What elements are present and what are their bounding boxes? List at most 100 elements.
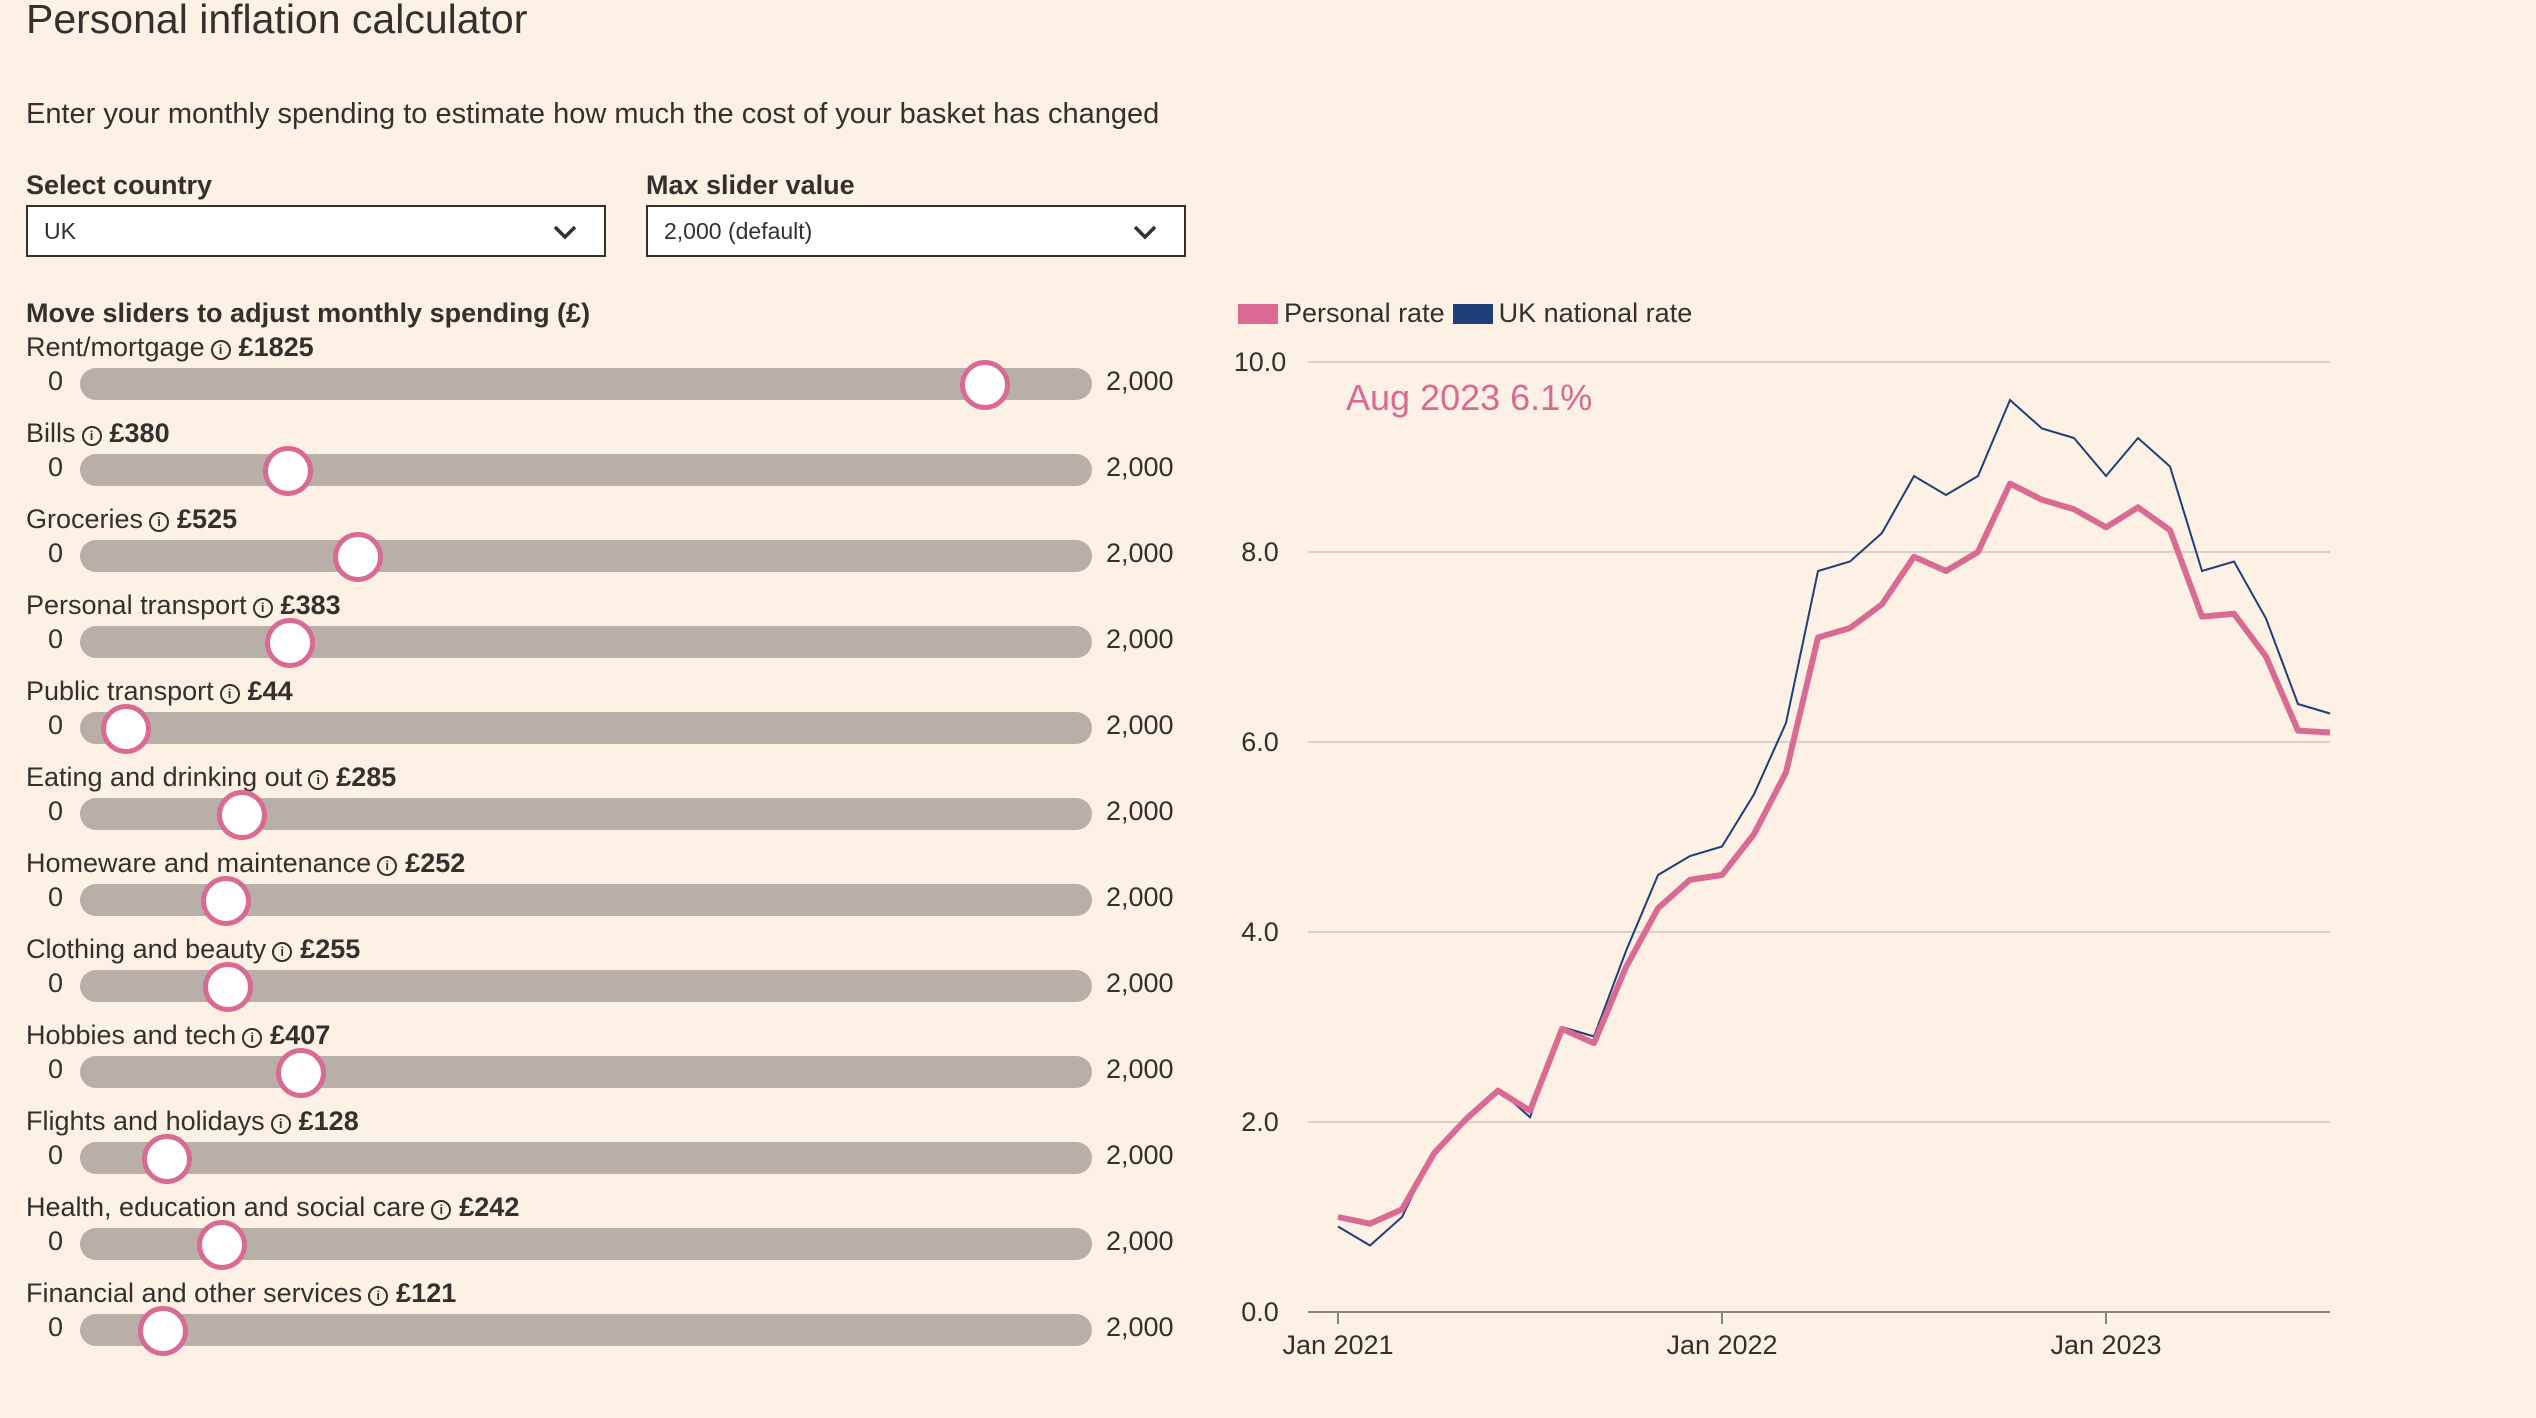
slider-thumb[interactable]	[263, 446, 314, 496]
slider-min-label: 0	[48, 538, 64, 568]
country-select-value: UK	[44, 217, 76, 244]
legend-swatch-personal	[1238, 303, 1278, 324]
slider-thumb[interactable]	[959, 360, 1010, 410]
info-icon[interactable]: i	[252, 598, 273, 618]
info-icon[interactable]: i	[368, 1286, 389, 1306]
slider-thumb[interactable]	[276, 1048, 327, 1098]
slider-row: Health, education and social care i £242 0…	[0, 1192, 1200, 1278]
chevron-down-icon	[1133, 225, 1157, 240]
slider-min-label: 0	[48, 452, 64, 482]
info-icon[interactable]: i	[377, 856, 398, 876]
slider-min-label: 0	[48, 1312, 64, 1342]
info-icon[interactable]: i	[270, 1114, 291, 1134]
x-tick-label: Jan 2023	[2050, 1330, 2161, 1360]
slider-amount: £255	[300, 934, 361, 964]
slider-label: Health, education and social care i £242	[26, 1192, 519, 1223]
info-icon[interactable]: i	[272, 942, 293, 962]
x-tick-label: Jan 2022	[1666, 1330, 1777, 1360]
slider-track[interactable]	[80, 1134, 1092, 1184]
slider-track[interactable]	[80, 446, 1092, 496]
slider-name: Eating and drinking out	[26, 762, 303, 792]
legend-item-personal: Personal rate	[1238, 298, 1445, 329]
slider-name: Homeware and maintenance	[26, 848, 372, 878]
series-line-personal	[1337, 480, 2331, 1227]
slider-row: Hobbies and tech i £407 0 2,000	[0, 1020, 1200, 1106]
slider-amount: £285	[336, 762, 397, 792]
country-select[interactable]: UK	[26, 205, 606, 257]
country-select-label: Select country	[26, 170, 213, 200]
slider-label: Personal transport i £383	[26, 590, 341, 621]
slider-track[interactable]	[80, 1048, 1092, 1098]
slider-min-label: 0	[48, 1226, 64, 1256]
slider-label: Flights and holidays i £128	[26, 1106, 359, 1137]
slider-track[interactable]	[80, 360, 1092, 410]
slider-min-label: 0	[48, 882, 64, 912]
slider-max-label: 2,000	[1106, 366, 1174, 396]
slider-max-label: 2,000	[1106, 538, 1174, 568]
y-tick-label: 2.0	[1241, 1107, 1279, 1137]
slider-min-label: 0	[48, 710, 64, 740]
slider-track[interactable]	[80, 618, 1092, 668]
slider-track[interactable]	[80, 790, 1092, 840]
slider-amount: £380	[109, 418, 170, 448]
slider-track[interactable]	[80, 704, 1092, 754]
slider-min-label: 0	[48, 1054, 64, 1084]
slider-thumb[interactable]	[138, 1306, 189, 1356]
max-slider-select[interactable]: 2,000 (default)	[646, 205, 1186, 257]
slider-amount: £1825	[238, 332, 314, 362]
slider-thumb[interactable]	[217, 790, 268, 840]
slider-min-label: 0	[48, 968, 64, 998]
slider-row: Clothing and beauty i £255 0 2,000	[0, 934, 1200, 1020]
slider-track[interactable]	[80, 1220, 1092, 1270]
slider-max-label: 2,000	[1106, 968, 1174, 998]
y-tick-label: 6.0	[1241, 727, 1279, 757]
slider-track[interactable]	[80, 876, 1092, 926]
slider-min-label: 0	[48, 624, 64, 654]
slider-thumb[interactable]	[202, 962, 253, 1012]
slider-name: Hobbies and tech	[26, 1020, 237, 1050]
slider-name: Financial and other services	[26, 1278, 363, 1308]
info-icon[interactable]: i	[242, 1028, 263, 1048]
slider-thumb[interactable]	[101, 704, 152, 754]
slider-label: Public transport i £44	[26, 676, 293, 707]
slider-amount: £525	[177, 504, 238, 534]
slider-name: Clothing and beauty	[26, 934, 267, 964]
slider-name: Personal transport	[26, 590, 247, 620]
max-slider-select-label: Max slider value	[646, 170, 855, 200]
slider-row: Eating and drinking out i £285 0 2,000	[0, 762, 1200, 848]
slider-label: Rent/mortgage i £1825	[26, 332, 314, 363]
y-tick-label: 0.0	[1241, 1297, 1279, 1327]
legend-swatch-national	[1452, 303, 1493, 324]
slider-max-label: 2,000	[1106, 1140, 1174, 1170]
info-icon[interactable]: i	[149, 512, 170, 532]
page-subtitle: Enter your monthly spending to estimate …	[26, 98, 1160, 130]
info-icon[interactable]: i	[219, 684, 240, 704]
slider-thumb[interactable]	[333, 532, 384, 582]
slider-name: Rent/mortgage	[26, 332, 205, 362]
slider-thumb[interactable]	[196, 1220, 247, 1270]
info-icon[interactable]: i	[210, 340, 231, 360]
inflation-line-chart: 0.0 2.0 4.0 6.0 8.0 10.0 Jan 2021 Jan 2022 Jan 2…	[1234, 347, 2331, 1360]
slider-name: Public transport	[26, 676, 214, 706]
chevron-down-icon	[553, 225, 577, 240]
slider-label: Clothing and beauty i £255	[26, 934, 360, 965]
slider-thumb[interactable]	[201, 876, 252, 926]
slider-thumb[interactable]	[141, 1134, 192, 1184]
info-icon[interactable]: i	[81, 426, 102, 446]
slider-track[interactable]	[80, 1306, 1092, 1356]
slider-max-label: 2,000	[1106, 452, 1174, 482]
info-icon[interactable]: i	[308, 770, 329, 790]
slider-track[interactable]	[80, 962, 1092, 1012]
slider-thumb[interactable]	[264, 618, 315, 668]
slider-amount: £252	[405, 848, 466, 878]
x-tick-label: Jan 2021	[1282, 1330, 1393, 1360]
slider-max-label: 2,000	[1106, 624, 1174, 654]
info-icon[interactable]: i	[431, 1200, 452, 1220]
slider-amount: £383	[280, 590, 341, 620]
slider-row: Groceries i £525 0 2,000	[0, 504, 1200, 590]
slider-row: Financial and other services i £121 0 2,00…	[0, 1278, 1200, 1364]
slider-track[interactable]	[80, 532, 1092, 582]
slider-label: Homeware and maintenance i £252	[26, 848, 465, 879]
slider-label: Hobbies and tech i £407	[26, 1020, 330, 1051]
legend-label-personal: Personal rate	[1284, 298, 1445, 328]
